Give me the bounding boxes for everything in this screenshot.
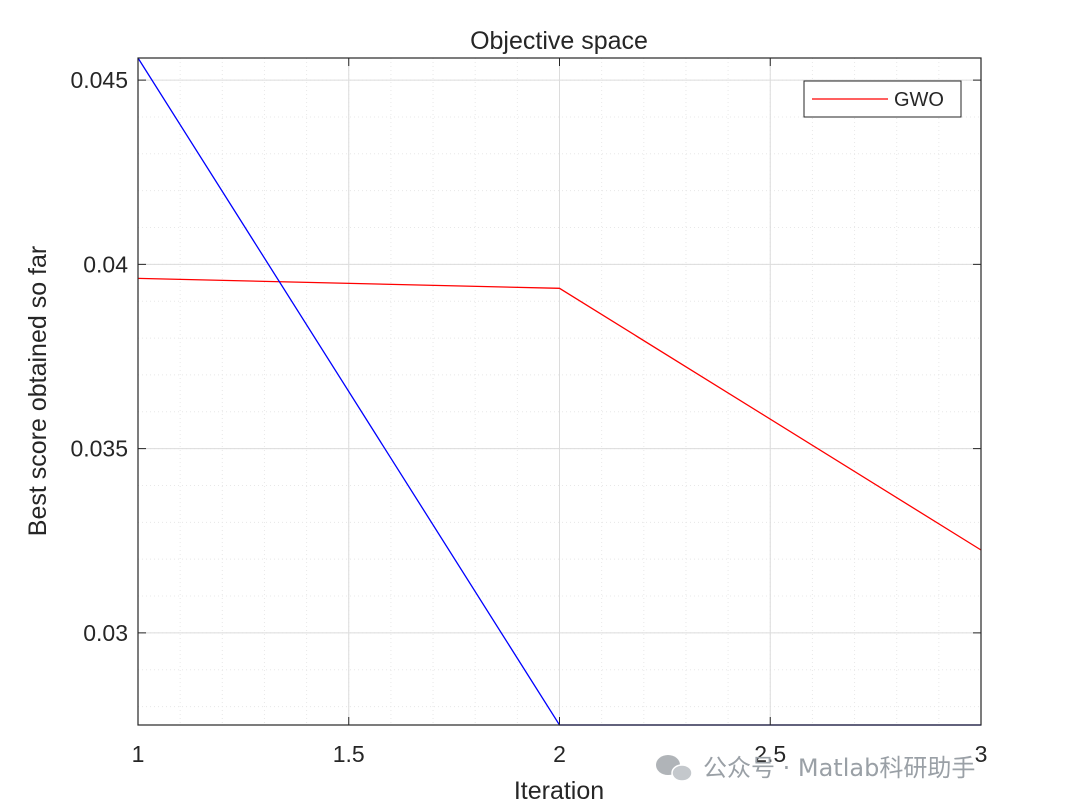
y-tick-label: 0.03 bbox=[83, 620, 128, 646]
x-tick-label: 2 bbox=[553, 741, 566, 767]
wechat-icon bbox=[656, 755, 693, 782]
y-tick-label: 0.045 bbox=[70, 67, 128, 93]
x-tick-label: 1.5 bbox=[333, 741, 365, 767]
x-tick-label: 3 bbox=[975, 741, 988, 767]
y-tick-label: 0.04 bbox=[83, 251, 128, 277]
x-tick-label: 2.5 bbox=[754, 741, 786, 767]
ticks: 1 1.5 2 2.5 3 0.03 0.035 0.04 0.045 bbox=[70, 58, 987, 767]
y-axis-label: Best score obtained so far bbox=[24, 246, 52, 536]
legend: GWO bbox=[803, 80, 962, 118]
series-line-gwo bbox=[137, 277, 982, 551]
watermark: 公众号 · Matlab科研助手 bbox=[656, 754, 975, 782]
chart-title: Objective space bbox=[470, 27, 648, 55]
x-tick-label: 1 bbox=[132, 741, 145, 767]
x-axis-label: Iteration bbox=[514, 777, 604, 805]
y-tick-label: 0.035 bbox=[70, 436, 128, 462]
legend-label-gwo: GWO bbox=[894, 89, 944, 111]
watermark-text: 公众号 · Matlab科研助手 bbox=[703, 754, 975, 782]
